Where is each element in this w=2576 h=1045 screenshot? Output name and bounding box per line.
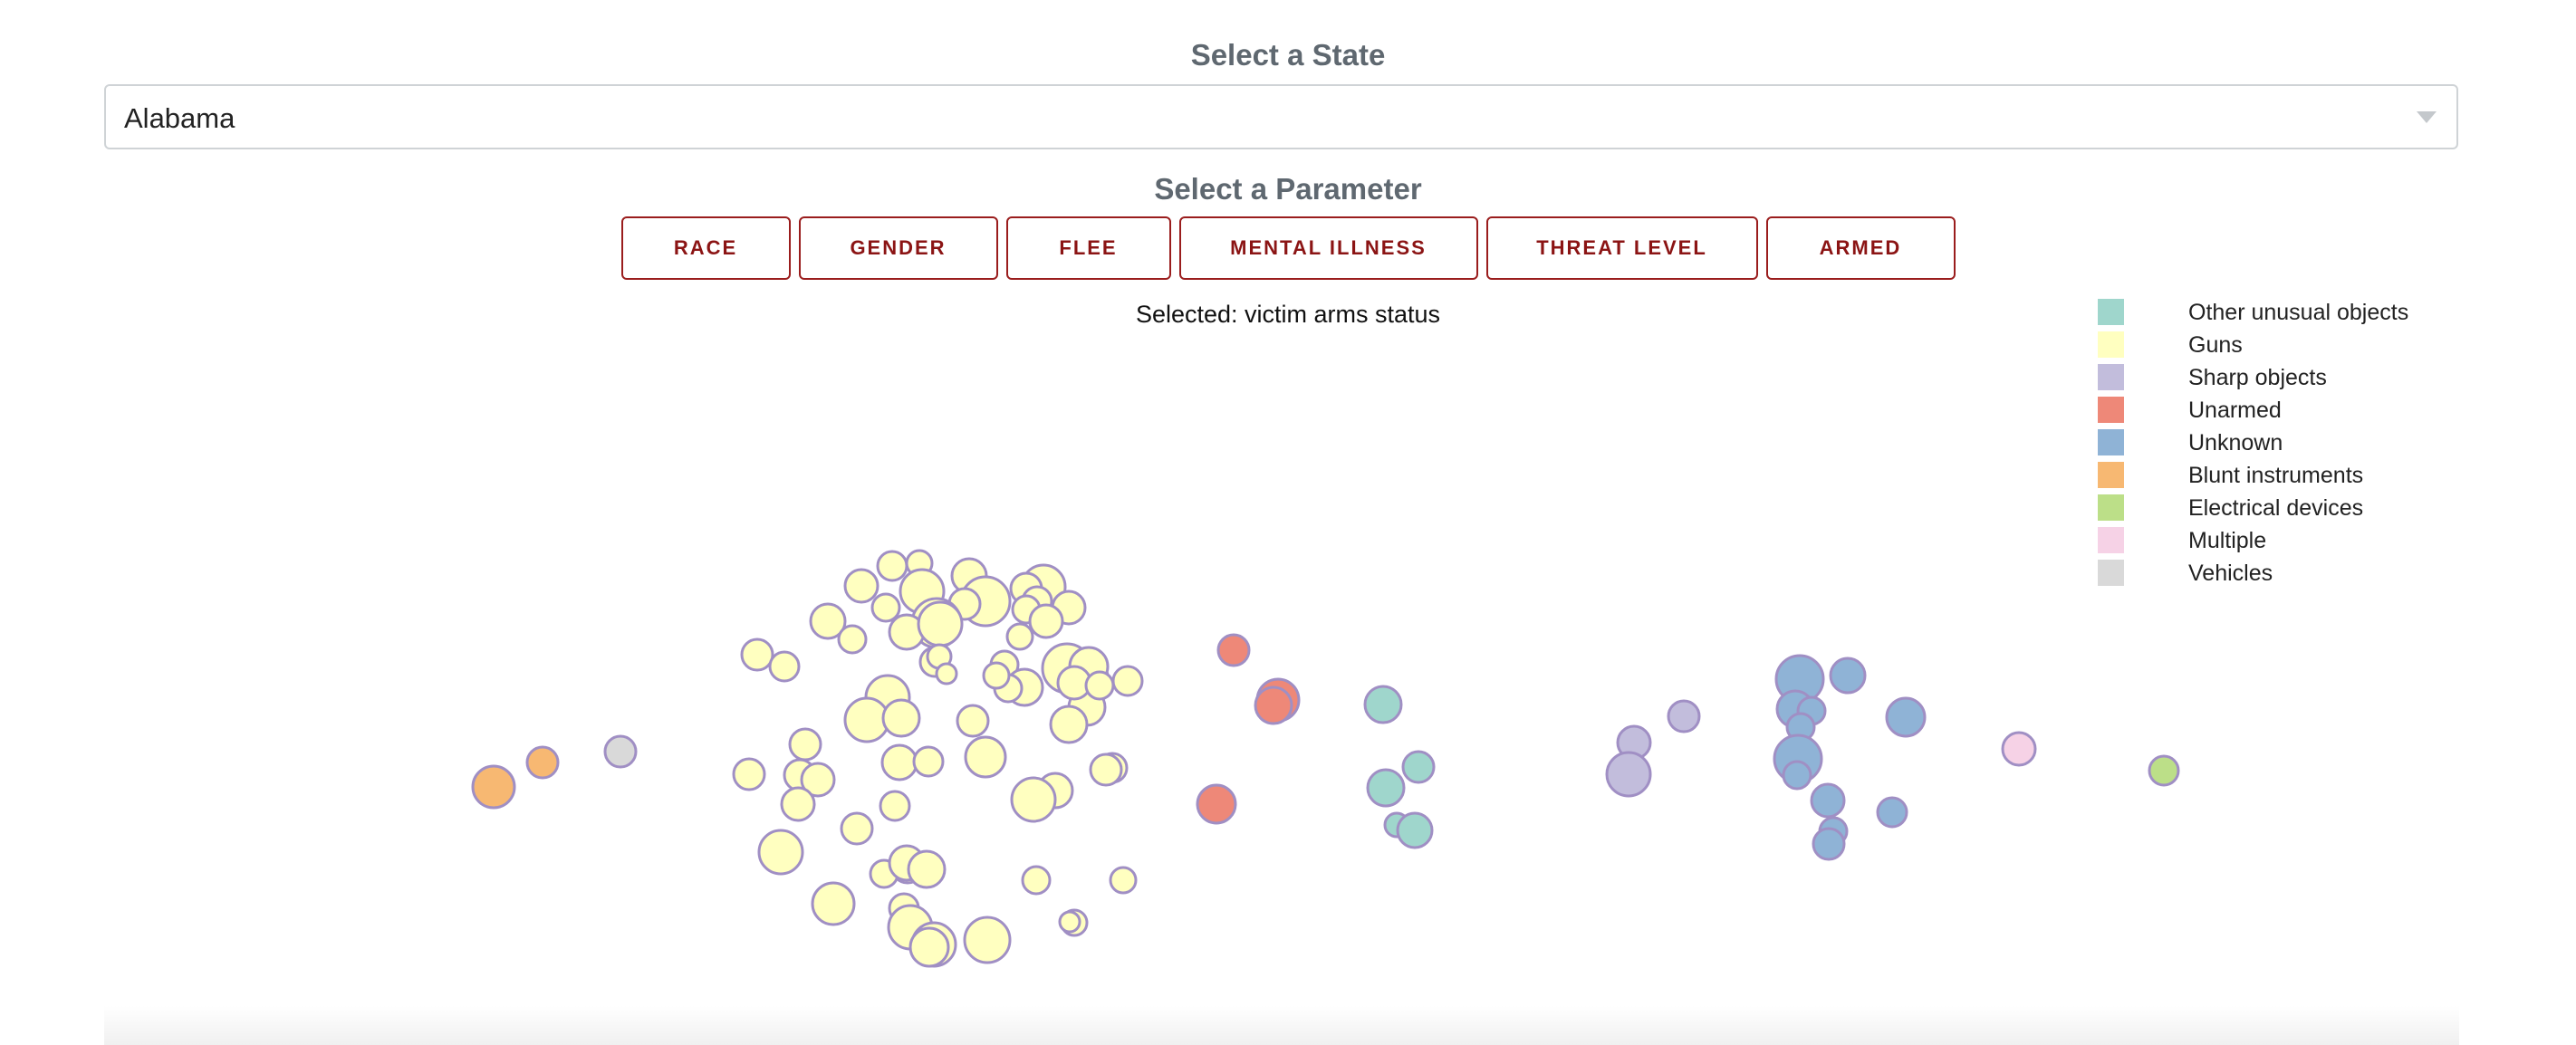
legend-swatch [2098,397,2124,423]
legend-swatch [2098,364,2124,390]
bubble-guns[interactable] [837,624,868,655]
bubble-vehicles[interactable] [603,734,638,769]
bubble-guns[interactable] [1005,622,1034,651]
bubble-guns[interactable] [757,829,804,876]
bubble-guns[interactable] [843,568,879,604]
bubble-guns[interactable] [963,916,1012,964]
bubble-guns[interactable] [880,743,918,781]
bubble-guns[interactable] [881,698,921,738]
bubble-other-unusual-objects[interactable] [1401,750,1436,784]
bubble-guns[interactable] [1010,776,1057,823]
mental-illness-button[interactable]: MENTAL ILLNESS [1178,216,1478,280]
bubble-guns[interactable] [840,811,874,846]
bubble-other-unusual-objects[interactable] [1366,768,1406,808]
bubble-electrical-devices[interactable] [2148,754,2180,787]
bubble-unknown[interactable] [1876,796,1908,829]
bubble-blunt-instruments[interactable] [471,764,516,810]
bubble-sharp-objects[interactable] [1667,699,1701,733]
bubble-guns[interactable] [1089,753,1123,787]
bubble-guns[interactable] [1021,865,1052,896]
bubble-guns[interactable] [870,592,901,623]
bubble-other-unusual-objects[interactable] [1396,811,1434,849]
chevron-down-icon[interactable] [2417,111,2437,123]
flee-button[interactable]: FLEE [1005,216,1171,280]
bubble-guns[interactable] [780,786,816,822]
state-select-dropdown[interactable]: Alabama [104,84,2458,149]
armed-button[interactable]: ARMED [1765,216,1956,280]
bubble-sharp-objects[interactable] [1605,751,1652,798]
bubble-unarmed[interactable] [1196,783,1237,825]
bubble-unknown[interactable] [1810,782,1846,819]
bubble-guns[interactable] [1109,866,1138,895]
bubble-unarmed[interactable] [1254,685,1293,725]
bubble-guns[interactable] [917,600,964,647]
legend-swatch [2098,560,2124,586]
bubble-guns[interactable] [732,757,766,791]
legend-label: Guns [2188,332,2243,358]
bubble-unknown[interactable] [1782,760,1812,791]
bubble-guns[interactable] [879,790,911,822]
parameter-title: Select a Parameter [1154,172,1422,206]
bubble-guns[interactable] [788,727,822,762]
bubble-guns[interactable] [907,849,947,889]
legend-label: Blunt instruments [2188,463,2364,488]
gender-button[interactable]: GENDER [798,216,998,280]
bubble-guns[interactable] [935,662,958,685]
bubble-guns[interactable] [908,926,950,968]
legend-label: Sharp objects [2188,365,2327,390]
bubble-guns[interactable] [964,735,1007,779]
legend-swatch [2098,494,2124,521]
bubble-blunt-instruments[interactable] [525,745,560,780]
bubble-guns[interactable] [800,762,836,798]
threat-level-button[interactable]: THREAT LEVEL [1485,216,1758,280]
bubble-guns[interactable] [1084,670,1115,701]
legend-swatch [2098,527,2124,553]
bubble-guns[interactable] [768,650,801,683]
bubble-guns[interactable] [809,602,847,640]
state-select-value: Alabama [124,102,235,134]
bubble-unknown[interactable] [1812,827,1846,861]
bubble-guns[interactable] [912,745,945,778]
legend-label: Multiple [2188,528,2267,553]
legend-label: Unarmed [2188,398,2282,423]
bubble-guns[interactable] [982,661,1011,690]
bubble-multiple[interactable] [2001,731,2037,767]
bubble-guns[interactable] [876,550,908,582]
bubble-guns[interactable] [811,881,856,926]
bubble-guns[interactable] [956,704,990,738]
bubble-other-unusual-objects[interactable] [1363,685,1403,724]
state-select-title: Select a State [1190,38,1386,72]
legend-swatch [2098,331,2124,358]
bubble-unarmed[interactable] [1216,633,1251,667]
legend-label: Vehicles [2188,561,2273,586]
legend-label: Electrical devices [2188,495,2364,521]
bubble-guns[interactable] [1028,603,1064,639]
bubble-guns[interactable] [740,638,774,672]
legend-swatch [2098,429,2124,455]
bubble-unknown[interactable] [1885,696,1927,738]
legend-label: Other unusual objects [2188,300,2409,325]
bubble-unknown[interactable] [1829,657,1867,695]
legend-label: Unknown [2188,430,2283,455]
legend-swatch [2098,299,2124,325]
bubble-guns[interactable] [1049,705,1089,744]
footer-shadow [104,1005,2459,1045]
bubble-guns[interactable] [1058,910,1081,934]
parameter-button-group: RACE GENDER FLEE MENTAL ILLNESS THREAT L… [0,216,2576,280]
legend-swatch [2098,462,2124,488]
bubble-guns[interactable] [1111,665,1144,697]
selected-parameter-label: Selected: victim arms status [1135,301,1441,328]
race-button[interactable]: RACE [620,216,791,280]
